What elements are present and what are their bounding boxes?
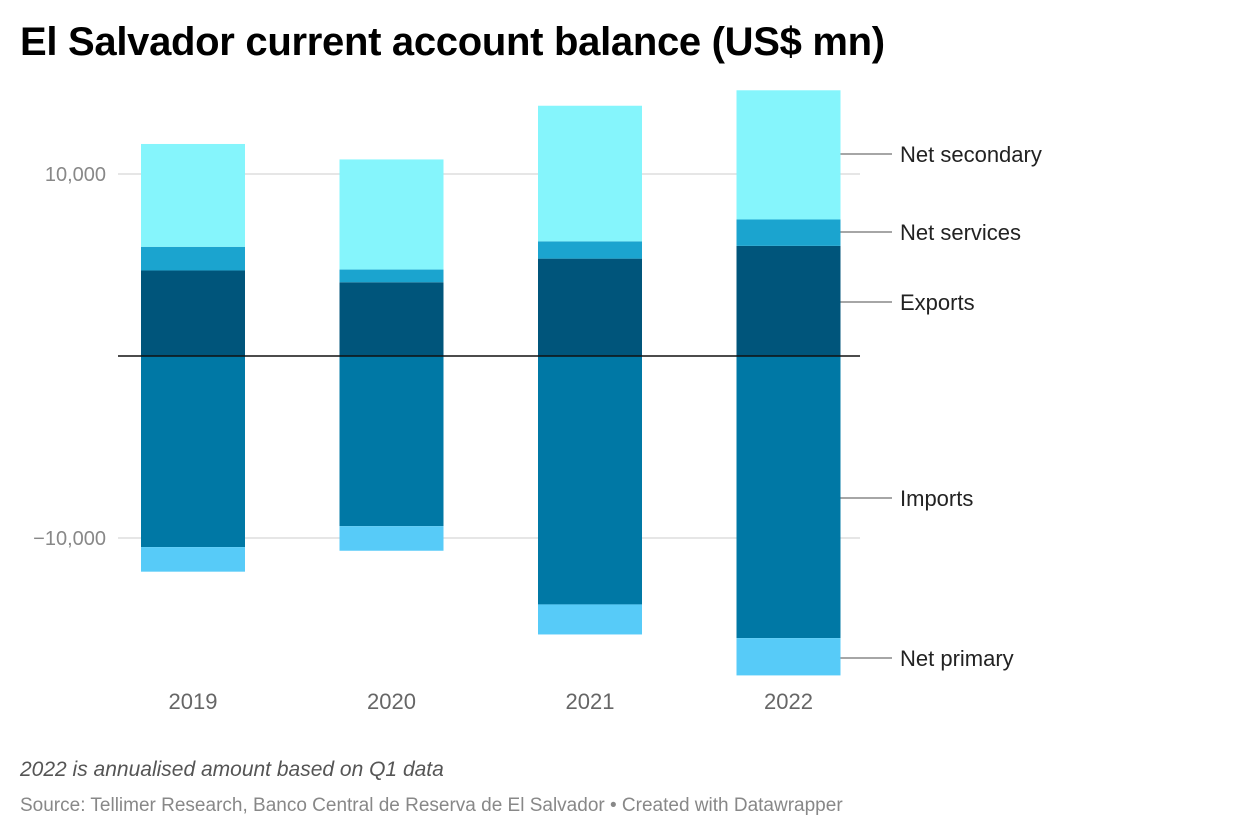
bar-net-primary-2020 bbox=[339, 526, 444, 551]
bar-net-primary-2021 bbox=[538, 604, 642, 635]
chart-note: 2022 is annualised amount based on Q1 da… bbox=[20, 758, 444, 781]
legend-label-net-services: Net services bbox=[900, 220, 1021, 245]
legend-label-net-secondary: Net secondary bbox=[900, 142, 1042, 167]
bar-imports-2020 bbox=[339, 356, 444, 527]
x-tick-label: 2021 bbox=[566, 689, 615, 714]
chart-source: Source: Tellimer Research, Banco Central… bbox=[20, 795, 843, 816]
legend-label-exports: Exports bbox=[900, 290, 975, 315]
legend-label-net-primary: Net primary bbox=[900, 646, 1014, 671]
bar-net-services-2020 bbox=[339, 269, 444, 283]
legend-label-imports: Imports bbox=[900, 486, 973, 511]
bar-net-primary-2019 bbox=[141, 547, 245, 572]
y-tick-label: 10,000 bbox=[45, 164, 106, 186]
bar-net-secondary-2021 bbox=[538, 105, 642, 242]
x-tick-label: 2022 bbox=[764, 689, 813, 714]
bar-net-primary-2022 bbox=[736, 638, 841, 676]
bar-net-services-2019 bbox=[141, 246, 245, 271]
bar-exports-2022 bbox=[736, 245, 841, 356]
chart-title: El Salvador current account balance (US$… bbox=[20, 20, 885, 64]
bar-imports-2021 bbox=[538, 356, 642, 605]
bar-net-secondary-2020 bbox=[339, 159, 444, 270]
stacked-bar-chart: 10,000 −10,000 2019 2020 2021 2022 Exports Ne… bbox=[33, 90, 1042, 714]
x-tick-label: 2019 bbox=[169, 689, 218, 714]
bar-exports-2020 bbox=[339, 282, 444, 356]
bar-net-secondary-2019 bbox=[141, 143, 245, 247]
bar-imports-2019 bbox=[141, 356, 245, 548]
x-tick-label: 2020 bbox=[367, 689, 416, 714]
bar-exports-2021 bbox=[538, 258, 642, 356]
bar-net-services-2021 bbox=[538, 241, 642, 259]
y-tick-label: −10,000 bbox=[33, 528, 106, 550]
bar-net-secondary-2022 bbox=[736, 90, 841, 220]
bar-imports-2022 bbox=[736, 356, 841, 639]
bar-net-services-2022 bbox=[736, 219, 841, 246]
bar-exports-2019 bbox=[141, 270, 245, 356]
